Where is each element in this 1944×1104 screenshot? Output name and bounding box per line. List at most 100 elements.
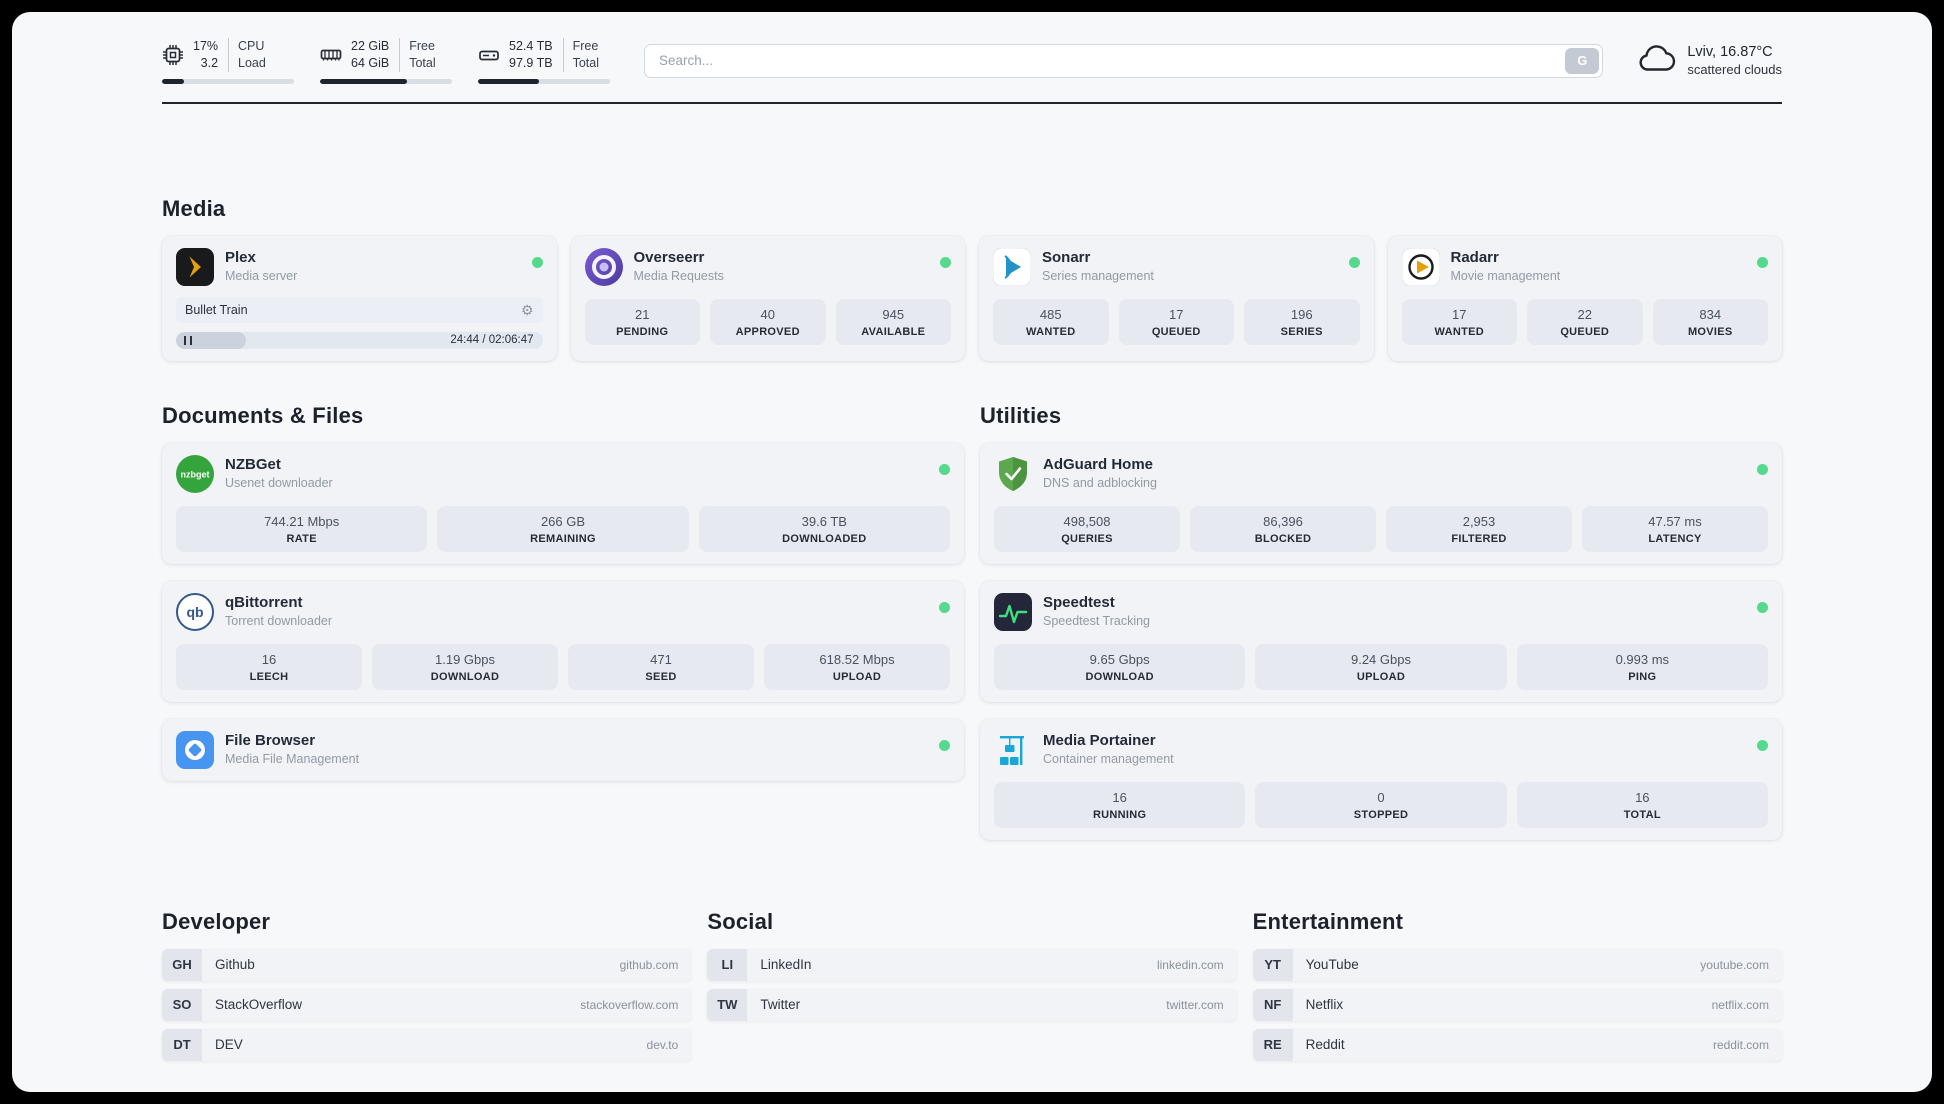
stat-available: 945 AVAILABLE: [835, 298, 951, 345]
status-dot: [1757, 463, 1768, 475]
stat-download: 9.65 Gbps DOWNLOAD: [994, 643, 1246, 690]
app-card-overseerr[interactable]: Overseerr Media Requests 21 PENDING 40 A…: [570, 235, 965, 361]
app-card-filebrowser[interactable]: File Browser Media File Management: [162, 718, 964, 781]
section-media: Media Plex Media server Bullet Train ⚙: [162, 196, 1782, 361]
app-name: File Browser: [225, 731, 316, 749]
section-social: Social LI LinkedIn linkedin.com TW Twitt…: [707, 909, 1237, 1069]
section-utilities: Utilities AdGuard Home DNS and adblockin…: [980, 403, 1782, 857]
link-twitter[interactable]: TW Twitter twitter.com: [707, 988, 1237, 1021]
stat-ping: 0.993 ms PING: [1516, 643, 1768, 690]
stat-download: 1.19 Gbps DOWNLOAD: [372, 643, 558, 690]
now-playing-bar: Bullet Train ⚙: [176, 296, 543, 323]
link-netflix[interactable]: NF Netflix netflix.com: [1252, 988, 1782, 1021]
system-stats: 17% 3.2 CPU Load: [162, 38, 610, 84]
app-name: qBittorrent: [225, 593, 303, 611]
ram-progress-fill: [320, 78, 408, 84]
app-card-nzbget[interactable]: nzbget NZBGet Usenet downloader 744.21 M…: [162, 442, 964, 564]
weather-widget: Lviv, 16.87°C scattered clouds: [1637, 42, 1782, 79]
stat-series: 196 SERIES: [1244, 298, 1360, 345]
app-card-qbittorrent[interactable]: qb qBittorrent Torrent downloader 16 LEE…: [162, 580, 964, 702]
app-card-plex[interactable]: Plex Media server Bullet Train ⚙ 24:44 /…: [162, 235, 557, 361]
header-divider: [162, 101, 1782, 104]
cpu-progress-fill: [162, 78, 185, 84]
disk-total-label: Total: [572, 55, 599, 70]
reddit-badge: RE: [1252, 1028, 1293, 1061]
app-description: Movie management: [1450, 268, 1561, 283]
qbittorrent-icon: qb: [176, 592, 214, 631]
svg-text:nzbget: nzbget: [181, 469, 210, 479]
disk-progress-fill: [478, 78, 539, 84]
link-linkedin[interactable]: LI LinkedIn linkedin.com: [707, 948, 1237, 981]
section-title-media: Media: [162, 195, 226, 221]
status-dot: [1757, 256, 1768, 268]
stat-running: 16 RUNNING: [994, 781, 1246, 828]
status-dot: [531, 256, 543, 268]
app-card-adguard[interactable]: AdGuard Home DNS and adblocking 498,508 …: [980, 442, 1782, 564]
app-card-sonarr[interactable]: Sonarr Series management 485 WANTED 17 Q…: [979, 235, 1374, 361]
stat-rate: 744.21 Mbps RATE: [176, 505, 428, 552]
status-dot: [939, 463, 950, 475]
link-github[interactable]: GH Github github.com: [162, 948, 692, 981]
dev-badge: DT: [162, 1028, 202, 1061]
link-youtube[interactable]: YT YouTube youtube.com: [1252, 948, 1782, 981]
app-name: Overseerr: [633, 248, 705, 266]
stat-upload: 9.24 Gbps UPLOAD: [1255, 643, 1507, 690]
sonarr-icon: [993, 247, 1031, 286]
section-documents: Documents & Files nzbget NZBGet Usenet d…: [162, 403, 964, 857]
app-description: Media File Management: [225, 751, 360, 766]
app-name: Media Portainer: [1043, 731, 1156, 749]
github-badge: GH: [162, 948, 202, 981]
cpu-usage-value: 17%: [193, 39, 219, 53]
search-engine-button[interactable]: G: [1565, 47, 1600, 74]
playback-progress-bar[interactable]: 24:44 / 02:06:47: [176, 331, 543, 349]
ram-widget: 22 GiB 64 GiB Free Total: [320, 38, 452, 84]
filebrowser-icon: [176, 730, 214, 769]
pause-icon[interactable]: [184, 335, 192, 345]
app-card-portainer[interactable]: Media Portainer Container management 16 …: [980, 718, 1782, 840]
cloud-icon: [1637, 42, 1677, 79]
stat-queries: 498,508 QUERIES: [994, 505, 1180, 552]
stat-upload: 618.52 Mbps UPLOAD: [764, 643, 950, 690]
app-description: Torrent downloader: [225, 613, 333, 628]
search-input[interactable]: [644, 43, 1604, 78]
app-description: Series management: [1042, 268, 1154, 283]
ram-total-label: Total: [409, 55, 436, 70]
app-card-radarr[interactable]: Radarr Movie management 17 WANTED 22 QUE…: [1387, 235, 1782, 361]
stackoverflow-badge: SO: [162, 988, 202, 1021]
stat-pending: 21 PENDING: [584, 298, 700, 345]
status-dot: [940, 256, 951, 268]
app-description: Media Requests: [633, 268, 724, 283]
disk-total-value: 97.9 TB: [509, 55, 553, 70]
stat-movies: 834 MOVIES: [1652, 298, 1768, 345]
link-dev[interactable]: DT DEV dev.to: [162, 1028, 692, 1061]
app-description: Speedtest Tracking: [1043, 613, 1151, 628]
stat-downloaded: 39.6 TB DOWNLOADED: [698, 505, 950, 552]
link-reddit[interactable]: RE Reddit reddit.com: [1252, 1028, 1782, 1061]
ram-progress-bar: [320, 78, 452, 84]
playback-progress-fill: [176, 331, 246, 349]
stat-queued: 22 QUEUED: [1527, 298, 1643, 345]
ram-icon: [320, 44, 342, 66]
disk-icon: [478, 44, 500, 66]
app-name: Sonarr: [1042, 248, 1091, 266]
stat-remaining: 266 GB REMAINING: [437, 505, 689, 552]
section-title-developer: Developer: [162, 908, 271, 934]
app-description: Container management: [1043, 751, 1174, 766]
status-dot: [939, 601, 950, 613]
cpu-label: CPU: [238, 39, 265, 53]
app-description: Media server: [225, 268, 298, 283]
app-card-speedtest[interactable]: Speedtest Speedtest Tracking 9.65 Gbps D…: [980, 580, 1782, 702]
ram-free-value: 22 GiB: [351, 39, 390, 53]
dashboard-panel: 17% 3.2 CPU Load: [12, 12, 1932, 1092]
settings-icon[interactable]: ⚙: [520, 301, 534, 318]
disk-progress-bar: [478, 78, 610, 84]
app-name: AdGuard Home: [1043, 455, 1154, 473]
ram-free-label: Free: [409, 39, 435, 53]
ram-total-value: 64 GiB: [351, 55, 390, 70]
section-title-utilities: Utilities: [980, 402, 1062, 428]
stat-approved: 40 APPROVED: [710, 298, 826, 345]
youtube-badge: YT: [1252, 948, 1293, 981]
stat-latency: 47.57 ms LATENCY: [1582, 505, 1768, 552]
link-stackoverflow[interactable]: SO StackOverflow stackoverflow.com: [162, 988, 692, 1021]
nzbget-icon: nzbget: [176, 454, 214, 493]
